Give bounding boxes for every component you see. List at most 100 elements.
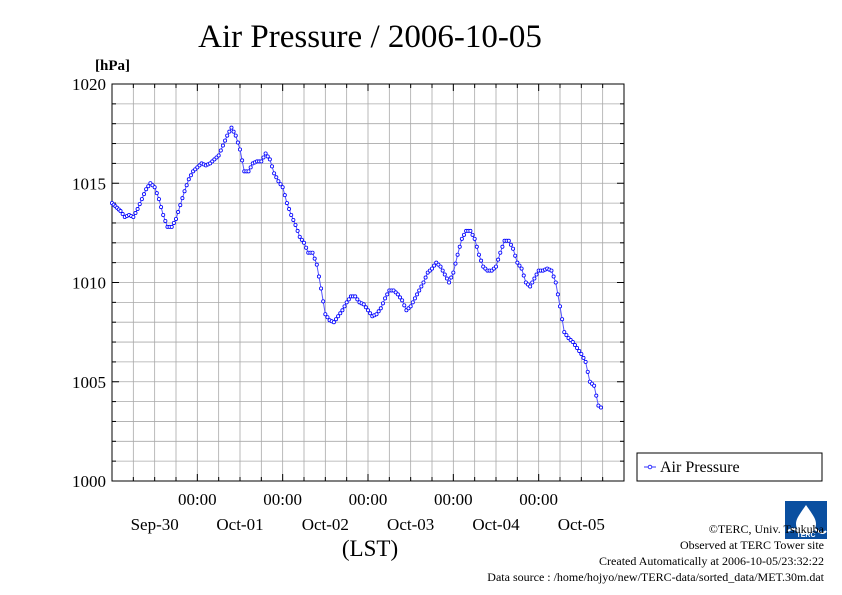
data-point: [131, 214, 136, 219]
x-time-label: 00:00: [434, 490, 473, 509]
data-point: [444, 276, 449, 281]
data-point: [267, 157, 272, 162]
data-point: [402, 303, 407, 308]
x-date-label: Oct-03: [387, 515, 434, 534]
legend-marker-swatch: [647, 464, 653, 470]
data-point: [237, 147, 242, 152]
data-point: [468, 228, 473, 233]
data-point: [521, 273, 526, 278]
data-point: [534, 272, 539, 277]
source-text: Data source : /home/hojyo/new/TERC-data/…: [487, 570, 824, 584]
data-point: [229, 125, 234, 130]
legend: Air Pressure: [636, 452, 823, 482]
data-point: [186, 177, 191, 182]
data-point: [583, 359, 588, 364]
data-point: [240, 158, 245, 163]
data-point: [301, 240, 306, 245]
data-point: [280, 185, 285, 190]
data-point: [265, 154, 270, 159]
data-point: [530, 280, 535, 285]
data-point: [412, 296, 417, 301]
data-point: [421, 280, 426, 285]
data-point: [461, 232, 466, 237]
data-point: [346, 297, 351, 302]
data-point: [152, 185, 157, 190]
data-point: [415, 292, 420, 297]
data-point: [410, 300, 415, 305]
data-point: [291, 217, 296, 222]
data-point: [323, 312, 328, 317]
x-axis-label: (LST): [342, 536, 398, 561]
y-tick-label: 1010: [72, 274, 106, 293]
data-point: [325, 315, 330, 320]
data-point: [336, 314, 341, 319]
data-point: [287, 207, 292, 212]
data-point: [592, 383, 597, 388]
data-point: [233, 133, 238, 138]
x-axis-ticks: 00:00 00:00 00:00 00:00 00:00 Sep-30 Oct-01 Oct…: [131, 84, 605, 534]
data-point: [312, 256, 317, 261]
data-point: [353, 294, 358, 299]
credits-block: ©TERC, Univ. Tsukuba Observed at TERC To…: [487, 521, 824, 585]
data-point: [564, 333, 569, 338]
created-text: Created Automatically at 2006-10-05/23:3…: [599, 554, 824, 568]
data-point: [585, 369, 590, 374]
data-point: [562, 330, 567, 335]
data-point: [500, 244, 505, 249]
data-point: [551, 274, 556, 279]
data-point: [118, 209, 123, 214]
x-date-label: Oct-02: [302, 515, 349, 534]
data-point: [378, 306, 383, 311]
data-point: [178, 203, 183, 208]
data-point: [314, 262, 319, 267]
data-point: [508, 242, 513, 247]
data-point: [297, 234, 302, 239]
data-point: [319, 286, 324, 291]
data-point: [176, 210, 181, 215]
data-point: [476, 252, 481, 257]
data-point: [154, 191, 159, 196]
data-point: [558, 304, 563, 309]
data-point: [278, 182, 283, 187]
chart-title: Air Pressure / 2006-10-05: [198, 19, 542, 55]
data-point: [577, 348, 582, 353]
data-point: [289, 213, 294, 218]
data-point: [474, 244, 479, 249]
y-tick-label: 1015: [72, 174, 106, 193]
data-point: [344, 300, 349, 305]
grid-lines: [112, 84, 624, 481]
data-point: [419, 284, 424, 289]
data-point: [299, 237, 304, 242]
data-point: [269, 164, 274, 169]
data-point: [120, 212, 125, 217]
data-point: [596, 403, 601, 408]
data-point: [146, 184, 151, 189]
data-point: [459, 236, 464, 241]
data-point: [218, 148, 223, 153]
svg-text:TERC: TERC: [796, 532, 815, 539]
data-point: [440, 268, 445, 273]
data-point: [598, 405, 603, 410]
data-point: [363, 305, 368, 310]
data-point: [376, 309, 381, 314]
data-point: [141, 192, 146, 197]
data-point: [417, 288, 422, 293]
data-point: [173, 216, 178, 221]
data-point: [310, 250, 315, 255]
data-point: [449, 275, 454, 280]
x-time-label: 00:00: [178, 490, 217, 509]
data-point: [223, 138, 228, 143]
data-point: [442, 272, 447, 277]
data-point: [163, 218, 168, 223]
data-point: [333, 317, 338, 322]
data-point: [161, 213, 166, 218]
data-point: [295, 228, 300, 233]
data-point: [261, 155, 266, 160]
y-tick-label: 1005: [72, 373, 106, 392]
legend-box: [636, 452, 823, 482]
data-point: [579, 351, 584, 356]
data-point: [227, 129, 232, 134]
data-point: [496, 257, 501, 262]
data-point: [276, 179, 281, 184]
